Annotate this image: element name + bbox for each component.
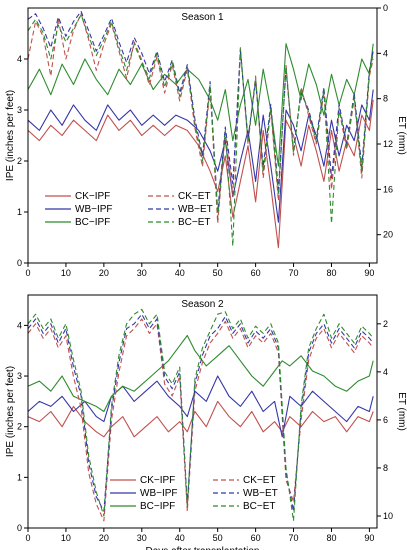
plot-frame [27, 7, 378, 264]
x-tick-label: 20 [99, 533, 109, 543]
y-tick-label: 3 [17, 105, 22, 115]
y-axis-label: IPE (inches per feet) [5, 366, 16, 457]
x-tick-label: 30 [137, 533, 147, 543]
x-tick-label: 20 [99, 268, 109, 278]
y2-tick-label: 0 [383, 3, 388, 13]
panel-season-1: 0 10 20 30 40 50 60 70 80 9001234048121620Season … [5, 3, 407, 278]
x-tick-label: 30 [137, 268, 147, 278]
y-axis-label: IPE (inches per feet) [5, 90, 16, 181]
legend-label: WB−IPF [140, 488, 178, 499]
x-tick-label: 50 [213, 533, 223, 543]
y-tick-label: 3 [17, 371, 22, 381]
y-tick-label: 1 [17, 472, 22, 482]
plot-frame [27, 294, 378, 529]
x-tick-label: 10 [61, 268, 71, 278]
y2-axis-label: ET (mm) [396, 392, 407, 431]
series-group [28, 10, 374, 249]
x-tick-label: 40 [175, 533, 185, 543]
y-tick-label: 2 [17, 156, 22, 166]
legend: CK−IPF WB−IPF BC−IPF CK−ET WB−ET BC−ET [110, 475, 278, 512]
legend-label: WB−ET [178, 204, 213, 215]
y-tick-label: 0 [17, 523, 22, 533]
y2-tick-label: 2 [383, 319, 388, 329]
x-axis-label: Days after transplantation [146, 546, 260, 550]
legend-label: WB−ET [243, 488, 278, 499]
series-line-6 [28, 308, 374, 522]
x-tick-label: 0 [25, 533, 30, 543]
series-line-5 [28, 313, 374, 512]
x-tick-label: 0 [25, 268, 30, 278]
legend-label: CK−ET [178, 191, 211, 202]
y-tick-label: 4 [17, 320, 22, 330]
y2-tick-label: 10 [383, 511, 393, 521]
y-tick-label: 0 [17, 258, 22, 268]
legend-label: CK−ET [243, 475, 276, 486]
x-tick-label: 90 [364, 533, 374, 543]
series-line-1 [28, 400, 374, 438]
x-tick-label: 50 [213, 268, 223, 278]
y2-tick-label: 4 [383, 367, 388, 377]
y2-tick-label: 12 [383, 139, 393, 149]
panel-title: Season 1 [181, 12, 224, 23]
legend-label: BC−IPF [75, 217, 110, 228]
y2-tick-label: 20 [383, 230, 393, 240]
panel-season-2: 0 10 20 30 40 50 60 70 80 90 0 1 2 3 4 2 4 6 8 10 Season 2 IP… [5, 294, 407, 550]
y2-axis-label: ET (mm) [396, 116, 407, 155]
legend-label: CK−IPF [75, 191, 110, 202]
x-tick-label: 70 [289, 533, 299, 543]
legend-label: WB−IPF [75, 204, 113, 215]
x-tick-label: 80 [326, 268, 336, 278]
series-line-3 [28, 334, 374, 413]
x-tick-label: 80 [326, 533, 336, 543]
series-group [28, 308, 374, 522]
legend: CK−IPF WB−IPF BC−IPF CK−ET WB−ET BC−ET [45, 191, 213, 228]
y-tick-label: 4 [17, 54, 22, 64]
y2-tick-label: 8 [383, 94, 388, 104]
y2-tick-label: 8 [383, 463, 388, 473]
y2-tick-label: 6 [383, 415, 388, 425]
x-tick-label: 40 [175, 268, 185, 278]
series-line-2 [28, 89, 374, 223]
series-line-3 [28, 43, 374, 167]
x-tick-label: 90 [364, 268, 374, 278]
y2-tick-label: 16 [383, 184, 393, 194]
y-tick-label: 1 [17, 207, 22, 217]
legend-label: BC−ET [243, 501, 276, 512]
x-tick-label: 60 [251, 533, 261, 543]
panel-title: Season 2 [181, 299, 224, 310]
y-tick-label: 2 [17, 422, 22, 432]
x-tick-label: 60 [251, 268, 261, 278]
series-line-2 [28, 375, 374, 438]
y2-tick-label: 4 [383, 48, 388, 58]
x-tick-label: 70 [289, 268, 299, 278]
legend-label: CK−IPF [140, 475, 175, 486]
legend-label: BC−IPF [140, 501, 175, 512]
series-line-6 [28, 14, 374, 247]
x-tick-label: 10 [61, 533, 71, 543]
series-line-4 [28, 318, 374, 522]
legend-label: BC−ET [178, 217, 211, 228]
